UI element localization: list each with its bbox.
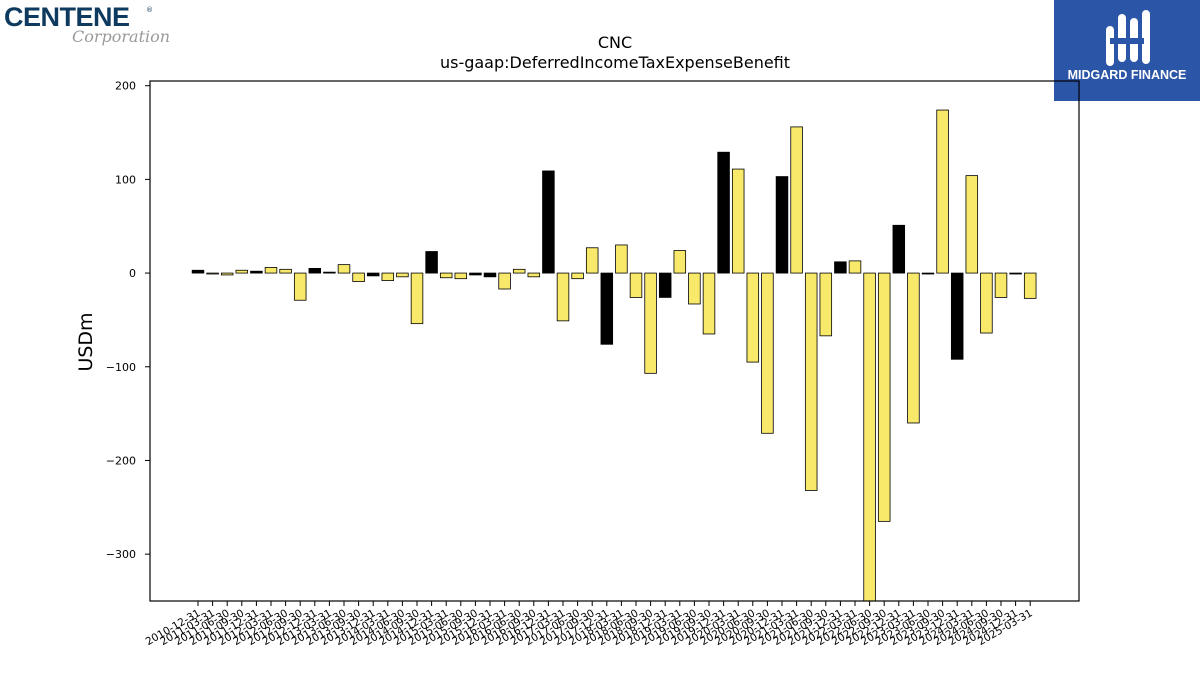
bar-2021-12-31 bbox=[834, 261, 847, 274]
midgard-finance-logo-text: MIDGARD FINANCE bbox=[1067, 68, 1187, 82]
y-axis: 200 100 0 −100 −200 −300 bbox=[106, 80, 150, 561]
bar-2016-03-31 bbox=[498, 272, 511, 290]
bar-2023-06-30 bbox=[921, 272, 935, 275]
centene-logo-subtext: Corporation bbox=[72, 27, 171, 46]
y-tick-label: −300 bbox=[106, 548, 136, 561]
bar-2021-06-30 bbox=[804, 272, 818, 491]
x-axis: 2010-12-312011-03-312011-06-302011-09-30… bbox=[144, 601, 1035, 648]
bar-2014-06-30 bbox=[396, 272, 409, 278]
bar-2017-06-30 bbox=[571, 272, 584, 280]
y-tick-label: −100 bbox=[106, 361, 136, 374]
bar-2022-06-30 bbox=[863, 272, 876, 602]
bar-2024-09-30 bbox=[994, 272, 1008, 298]
y-tick-label: −200 bbox=[106, 454, 136, 467]
midgard-emblem-icon bbox=[1106, 10, 1150, 66]
bar-2014-09-30 bbox=[410, 272, 424, 325]
bar-2023-12-31 bbox=[950, 272, 964, 360]
bar-2012-03-31 bbox=[264, 267, 278, 274]
bar-2013-06-30 bbox=[337, 264, 351, 274]
bar-2024-06-30 bbox=[980, 272, 993, 334]
bar-2018-12-31 bbox=[658, 272, 672, 298]
bar-2015-03-31 bbox=[439, 272, 453, 279]
bar-2018-06-30 bbox=[629, 272, 643, 298]
bar-2017-12-31 bbox=[600, 272, 614, 345]
bar-2024-12-31 bbox=[1009, 272, 1022, 275]
bar-2022-12-31 bbox=[892, 224, 906, 274]
bar-2010-12-31 bbox=[191, 269, 205, 274]
bar-2013-09-30 bbox=[352, 272, 365, 282]
bar-2013-12-31 bbox=[366, 272, 380, 277]
bar-series bbox=[191, 109, 1037, 602]
registered-mark: ® bbox=[146, 6, 153, 14]
bar-2019-09-30 bbox=[702, 272, 716, 335]
bar-2020-06-30 bbox=[746, 272, 760, 363]
bar-2020-09-30 bbox=[761, 272, 774, 434]
bar-2014-03-31 bbox=[381, 272, 395, 281]
bar-2018-03-31 bbox=[615, 244, 628, 274]
centene-logo: CENTENE ® Corporation bbox=[4, 2, 204, 50]
bar-2016-09-30 bbox=[527, 272, 541, 278]
bar-2017-03-31 bbox=[556, 272, 570, 322]
bar-2020-12-31 bbox=[775, 176, 789, 274]
bar-2015-06-30 bbox=[454, 272, 468, 280]
bar-2021-09-30 bbox=[819, 272, 833, 337]
bar-2024-03-31 bbox=[965, 175, 979, 274]
chart-subtitle: us-gaap:DeferredIncomeTaxExpenseBenefit bbox=[440, 53, 790, 72]
bar-2015-12-31 bbox=[483, 272, 497, 278]
bar-2012-12-31 bbox=[308, 267, 322, 274]
chart-title: CNC bbox=[598, 33, 632, 52]
midgard-finance-logo: MIDGARD FINANCE bbox=[1054, 0, 1200, 101]
bar-2011-09-30 bbox=[235, 269, 249, 274]
bar-2021-03-31 bbox=[790, 126, 803, 274]
bar-2012-06-30 bbox=[279, 268, 292, 274]
bar-2020-03-31 bbox=[731, 168, 745, 274]
plot-frame bbox=[149, 80, 1080, 602]
bar-2016-06-30 bbox=[512, 268, 526, 274]
bar-2013-03-31 bbox=[323, 271, 336, 274]
bar-2022-03-31 bbox=[848, 260, 862, 274]
bar-2011-06-30 bbox=[220, 272, 234, 276]
bar-2011-03-31 bbox=[206, 272, 219, 275]
bar-2019-06-30 bbox=[688, 272, 701, 305]
bar-2014-12-31 bbox=[425, 251, 438, 274]
y-tick-label: 200 bbox=[115, 80, 136, 93]
y-tick-label: 100 bbox=[115, 173, 136, 186]
bar-2017-09-30 bbox=[585, 247, 599, 274]
bar-2019-12-31 bbox=[717, 151, 730, 274]
y-axis-label: USDm bbox=[75, 312, 97, 371]
bar-2012-09-30 bbox=[293, 272, 307, 301]
bar-2019-03-31 bbox=[673, 250, 687, 274]
bar-2023-09-30 bbox=[936, 109, 949, 274]
bar-2025-03-31 bbox=[1023, 272, 1037, 299]
bar-2016-12-31 bbox=[542, 170, 555, 274]
bar-2011-12-31 bbox=[250, 270, 263, 274]
bar-2023-03-31 bbox=[907, 272, 920, 424]
bar-2015-09-30 bbox=[469, 272, 482, 276]
centene-logo-text: CENTENE bbox=[4, 2, 130, 32]
bar-2022-09-30 bbox=[877, 272, 891, 522]
bar-2018-09-30 bbox=[644, 272, 657, 374]
y-tick-label: 0 bbox=[129, 267, 136, 280]
